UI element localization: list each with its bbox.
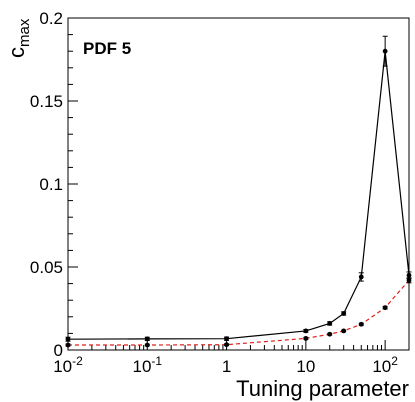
- data-point: [144, 336, 150, 342]
- plot-frame: [67, 17, 410, 351]
- series-2: [65, 277, 412, 348]
- x-tick-label-base: 1: [222, 357, 231, 376]
- x-tick-label-exponent: -2: [72, 354, 83, 368]
- data-point: [65, 342, 71, 348]
- data-point: [303, 335, 309, 341]
- data-point: [358, 274, 364, 280]
- y-tick-label: 0.05: [30, 258, 63, 277]
- series-layer: [65, 35, 412, 348]
- y-tick-label: 0.15: [30, 92, 63, 111]
- y-axis-title-sub: max: [16, 18, 33, 47]
- series-line: [68, 279, 410, 346]
- y-axis-ticks: 0 0.05 0.1 0.15 0.2: [30, 9, 78, 360]
- x-tick-label-base: 10: [53, 357, 72, 376]
- chart-annotation: PDF 5: [83, 39, 131, 58]
- data-point: [382, 305, 388, 311]
- x-tick-label-exponent: 2: [391, 354, 398, 368]
- data-point: [327, 331, 333, 337]
- x-tick-label: 10-2: [53, 354, 83, 376]
- x-tick-label: 10-1: [132, 354, 162, 376]
- x-tick-label-exponent: -1: [151, 354, 162, 368]
- x-axis-title: Tuning parameter: [236, 376, 409, 401]
- series-1: [65, 35, 412, 342]
- x-tick-label: 102: [372, 354, 398, 376]
- data-point: [358, 321, 364, 327]
- data-point: [406, 277, 412, 283]
- series-line: [67, 51, 410, 340]
- y-tick-label: 0.1: [39, 175, 63, 194]
- data-point: [144, 342, 150, 348]
- x-tick-label: 10: [296, 357, 315, 376]
- data-point: [406, 272, 412, 278]
- data-point: [382, 48, 388, 54]
- y-tick-label: 0.2: [39, 9, 63, 28]
- data-point: [224, 342, 229, 348]
- y-tick-label: 0: [54, 341, 63, 360]
- data-point: [327, 321, 333, 326]
- x-tick-label-base: 10: [296, 357, 315, 376]
- data-point: [224, 336, 229, 342]
- data-point: [341, 311, 347, 316]
- y-axis-title: cmax: [4, 18, 33, 58]
- data-point: [65, 336, 71, 342]
- x-tick-label-base: 10: [132, 357, 151, 376]
- x-axis-ticks: 10-2 10-1 1 10 102: [53, 340, 398, 376]
- y-axis-title-main: c: [4, 47, 29, 58]
- x-tick-label: 1: [222, 357, 231, 376]
- data-point: [303, 328, 309, 334]
- data-point: [341, 328, 347, 334]
- x-tick-label-base: 10: [372, 357, 391, 376]
